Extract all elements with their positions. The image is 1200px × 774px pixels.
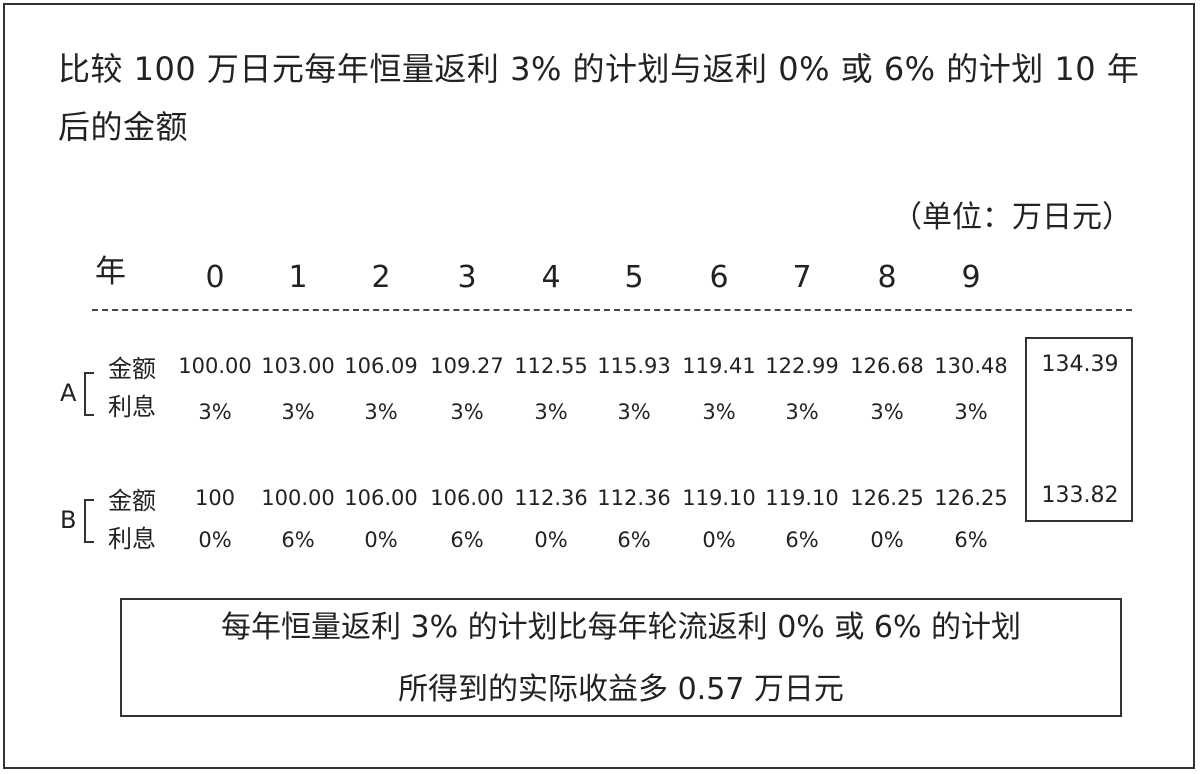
plan-a-amount-cell: 122.99 (765, 354, 839, 378)
plan-a-rate-cell: 3% (198, 400, 232, 424)
year-number: 3 (457, 260, 477, 295)
plan-a-amount-cell: 100.00 (178, 354, 252, 378)
plan-a-final-value: 134.39 (1041, 352, 1119, 377)
plan-b-name: B (60, 506, 77, 534)
plan-b-amount-cell: 100 (194, 486, 236, 510)
plan-b-rate-cell: 0% (702, 528, 736, 552)
year-header: 年 (95, 254, 126, 290)
conclusion-box: 每年恒量返利 3% 的计划比每年轮流返利 0% 或 6% 的计划 所得到的实际收… (120, 598, 1122, 717)
plan-b-rate-cell: 6% (281, 528, 315, 552)
unit-label: （单位：万日元） (892, 200, 1132, 235)
plan-a-amount-cell: 130.48 (934, 354, 1008, 378)
plan-b-rate-label: 利息 (108, 525, 156, 553)
plan-a-amount-cell: 115.93 (597, 354, 671, 378)
conclusion-line-1: 每年恒量返利 3% 的计划比每年轮流返利 0% 或 6% 的计划 (221, 610, 1021, 645)
plan-b-amount-cell: 126.25 (850, 486, 924, 510)
plan-b-final-value: 133.82 (1041, 483, 1119, 508)
plan-a-rate-cell: 3% (954, 400, 988, 424)
year-number: 9 (961, 260, 981, 295)
plan-b-rate-cell: 6% (954, 528, 988, 552)
outer-frame (3, 3, 1195, 769)
plan-b-rate-cell: 6% (617, 528, 651, 552)
plan-a-rate-cell: 3% (450, 400, 484, 424)
plan-a-rate-cell: 3% (870, 400, 904, 424)
plan-b-amount-cell: 112.36 (514, 486, 588, 510)
plan-a-rate-cell: 3% (534, 400, 568, 424)
plan-a-amount-cell: 119.41 (682, 354, 756, 378)
plan-b-amount-cell: 119.10 (682, 486, 756, 510)
plan-a-bracket (84, 372, 94, 416)
plan-a-amount-cell: 126.68 (850, 354, 924, 378)
plan-a-rate-cell: 3% (617, 400, 651, 424)
plan-a-rate-cell: 3% (364, 400, 398, 424)
year-number: 0 (205, 260, 225, 295)
plan-b-amount-cell: 106.00 (430, 486, 504, 510)
plan-a-rate-label: 利息 (108, 393, 156, 421)
plan-b-amount-cell: 100.00 (261, 486, 335, 510)
plan-b-bracket (84, 499, 94, 543)
plan-b-amount-cell: 106.00 (344, 486, 418, 510)
plan-b-amount-cell: 126.25 (934, 486, 1008, 510)
plan-a-amount-cell: 109.27 (430, 354, 504, 378)
plan-a-rate-cell: 3% (281, 400, 315, 424)
dashed-divider (92, 309, 1132, 311)
year-number: 5 (624, 260, 644, 295)
plan-b-amount-label: 金额 (108, 487, 156, 515)
plan-a-amount-cell: 103.00 (261, 354, 335, 378)
year-number: 1 (288, 260, 308, 295)
final-values-box (1025, 337, 1133, 522)
plan-a-name: A (60, 379, 77, 407)
year-number: 8 (877, 260, 897, 295)
plan-b-rate-cell: 0% (870, 528, 904, 552)
plan-a-amount-label: 金额 (108, 355, 156, 383)
plan-a-amount-cell: 112.55 (514, 354, 588, 378)
year-number: 2 (371, 260, 391, 295)
plan-b-rate-cell: 0% (364, 528, 398, 552)
year-number: 4 (541, 260, 561, 295)
plan-a-amount-cell: 106.09 (344, 354, 418, 378)
plan-b-amount-cell: 119.10 (765, 486, 839, 510)
plan-b-rate-cell: 6% (450, 528, 484, 552)
conclusion-line-2: 所得到的实际收益多 0.57 万日元 (398, 672, 844, 707)
plan-b-rate-cell: 6% (785, 528, 819, 552)
year-number: 7 (792, 260, 812, 295)
plan-b-rate-cell: 0% (198, 528, 232, 552)
year-number: 6 (709, 260, 729, 295)
page-title: 比较 100 万日元每年恒量返利 3% 的计划与返利 0% 或 6% 的计划 1… (58, 50, 1140, 146)
plan-a-rate-cell: 3% (785, 400, 819, 424)
plan-b-amount-cell: 112.36 (597, 486, 671, 510)
plan-b-rate-cell: 0% (534, 528, 568, 552)
plan-a-rate-cell: 3% (702, 400, 736, 424)
